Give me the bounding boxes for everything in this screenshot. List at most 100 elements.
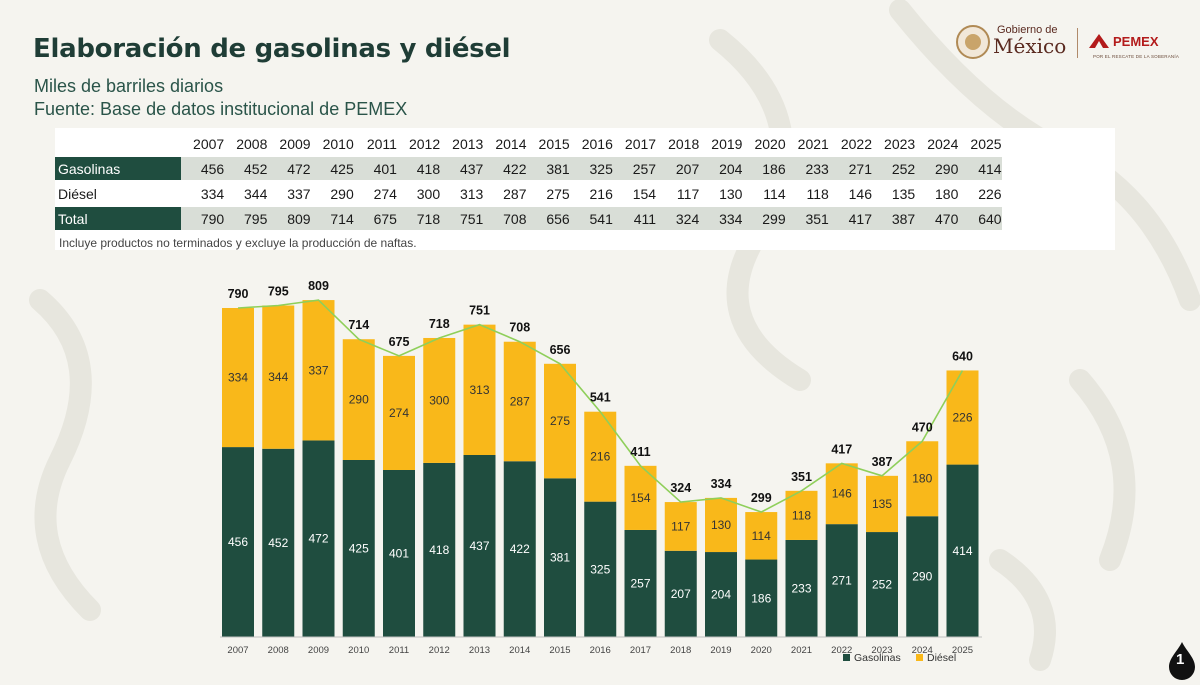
table-year-header: 2010 (322, 135, 354, 152)
table-cell: 290 (915, 155, 959, 181)
data-label-total: 790 (228, 287, 249, 301)
page-title: Elaboración de gasolinas y diésel (33, 34, 511, 64)
table-cell: 456 (181, 155, 225, 181)
pemex-tagline: POR EL RESCATE DE LA SOBERANÍA (1093, 54, 1180, 59)
table-year-header: 2025 (970, 135, 1002, 152)
table-year-header: 2014 (495, 135, 527, 152)
x-tick-label: 2022 (831, 645, 852, 656)
chart-legend: Gasolinas Diésel (843, 652, 956, 664)
bar-gasolinas (262, 448, 295, 637)
data-label-total: 324 (670, 481, 691, 495)
table-cell: 334 (699, 205, 743, 230)
table-cell: 414 (958, 155, 1002, 181)
table-year-header: 2012 (408, 135, 441, 152)
data-label-gasolinas: 401 (389, 546, 409, 560)
table-note: Incluye productos no terminados y excluy… (59, 236, 417, 250)
table-cell: 351 (785, 205, 829, 230)
data-label-gasolinas: 456 (228, 535, 248, 549)
table-year-header: 2013 (452, 135, 484, 152)
data-label-diesel: 117 (671, 519, 690, 533)
data-label-diesel: 287 (510, 394, 530, 408)
table-year-header: 2007 (193, 135, 225, 152)
bar-diesel (463, 324, 496, 456)
data-label-diesel: 154 (630, 491, 650, 505)
bar-gasolinas (745, 559, 778, 637)
page-number: 1 (1176, 651, 1185, 668)
legend-swatch-diesel (916, 654, 923, 661)
table-cell: 271 (828, 155, 872, 181)
data-label-gasolinas: 472 (308, 532, 328, 546)
bar-gasolinas (342, 460, 375, 637)
table-cell: 425 (310, 155, 354, 181)
x-tick-label: 2009 (308, 645, 329, 656)
x-tick-label: 2007 (227, 645, 248, 656)
table-cell: 541 (569, 205, 613, 230)
table-cell: 656 (526, 205, 570, 230)
logos: Gobierno de México PEMEX POR EL RESCATE … (955, 22, 1179, 64)
data-label-total: 656 (550, 343, 571, 357)
table-cell: 233 (785, 155, 829, 181)
data-label-gasolinas: 252 (872, 578, 892, 592)
table-cell: 417 (828, 205, 872, 230)
table-cell: 325 (569, 155, 613, 181)
bar-diesel (222, 307, 254, 448)
data-label-diesel: 334 (228, 371, 248, 385)
data-label-total: 751 (469, 304, 490, 318)
bar-diesel (503, 341, 536, 462)
data-label-total: 351 (791, 470, 812, 484)
x-tick-label: 2008 (268, 645, 289, 656)
bar-gasolinas (946, 464, 979, 637)
logo-divider (1077, 28, 1078, 58)
data-label-diesel: 118 (792, 508, 811, 522)
table-year-header: 2024 (927, 135, 959, 152)
data-label-total: 541 (590, 391, 611, 405)
table-cell: 257 (612, 155, 657, 181)
data-source: Fuente: Base de datos institucional de P… (34, 99, 408, 119)
table-year-header: 2019 (711, 135, 743, 152)
table-cell: 809 (267, 205, 311, 230)
data-label-diesel: 135 (872, 497, 892, 511)
table-cell: 313 (440, 180, 484, 206)
table-cell: 411 (612, 205, 657, 230)
data-label-total: 411 (630, 445, 650, 459)
legend-label-diesel: Diésel (927, 652, 956, 664)
bar-diesel (785, 490, 818, 540)
data-label-gasolinas: 271 (832, 574, 852, 588)
table-cell: 452 (224, 155, 268, 181)
table-cell: 418 (396, 155, 441, 181)
table-year-header: 2015 (538, 135, 570, 152)
x-tick-label: 2019 (710, 645, 731, 656)
data-label-gasolinas: 186 (751, 591, 771, 605)
legend-label-gasolinas: Gasolinas (854, 652, 901, 664)
x-tick-label: 2010 (348, 645, 369, 656)
table-row-label: Total (55, 205, 181, 230)
pemex-logo-text: PEMEX (1113, 34, 1159, 49)
table-row: Diésel 334 344 337 290 274 300 313 287 275 216 154 1… (55, 180, 1002, 206)
data-label-diesel: 275 (550, 414, 570, 428)
bar-diesel (745, 512, 778, 560)
total-line (237, 299, 964, 513)
table-cell: 344 (224, 180, 268, 206)
x-tick-label: 2012 (429, 645, 450, 656)
data-label-gasolinas: 204 (711, 588, 731, 602)
data-label-gasolinas: 414 (952, 544, 972, 558)
bar-gasolinas (866, 532, 898, 637)
data-label-gasolinas: 381 (550, 551, 570, 565)
data-label-gasolinas: 325 (590, 562, 610, 576)
table-cell: 300 (396, 180, 441, 206)
data-label-gasolinas: 207 (671, 587, 691, 601)
table-year-header: 2018 (668, 135, 700, 152)
pemex-eagle-icon (1089, 34, 1109, 48)
data-label-diesel: 337 (308, 363, 328, 377)
data-label-total: 334 (711, 477, 732, 491)
data-label-diesel: 226 (952, 411, 972, 425)
x-tick-label: 2018 (670, 645, 691, 656)
x-tick-label: 2011 (389, 645, 409, 656)
x-tick-label: 2021 (791, 645, 812, 656)
table-row: Gasolinas 456 452 472 425 401 418 437 422 381 325 2… (55, 155, 1002, 181)
bar-diesel (544, 363, 576, 479)
data-label-gasolinas: 418 (429, 543, 449, 557)
mexico-seal-icon (956, 25, 990, 59)
table-cell: 274 (353, 180, 397, 206)
